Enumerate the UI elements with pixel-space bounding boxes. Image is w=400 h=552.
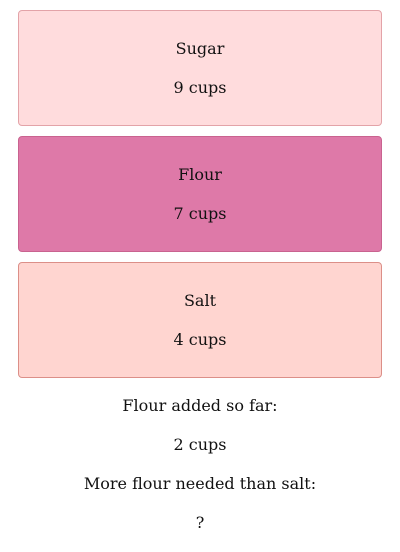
ingredient-cards: Sugar 9 cups Flour 7 cups Salt 4 cups [18,10,382,388]
card-salt: Salt 4 cups [18,262,382,378]
card-sugar: Sugar 9 cups [18,10,382,126]
question-label: More flour needed than salt: [83,474,317,493]
card-name: Flour [178,164,222,184]
card-flour: Flour 7 cups [18,136,382,252]
card-amount: 4 cups [173,329,227,349]
card-name: Sugar [175,38,225,58]
summary-section: Flour added so far: 2 cups More flour ne… [0,396,400,552]
flour-added-value: 2 cups [173,435,227,454]
card-amount: 7 cups [173,203,227,223]
card-amount: 9 cups [173,77,227,97]
flour-added-label: Flour added so far: [122,396,278,415]
answer-value: ? [195,513,205,532]
card-name: Salt [183,290,217,310]
